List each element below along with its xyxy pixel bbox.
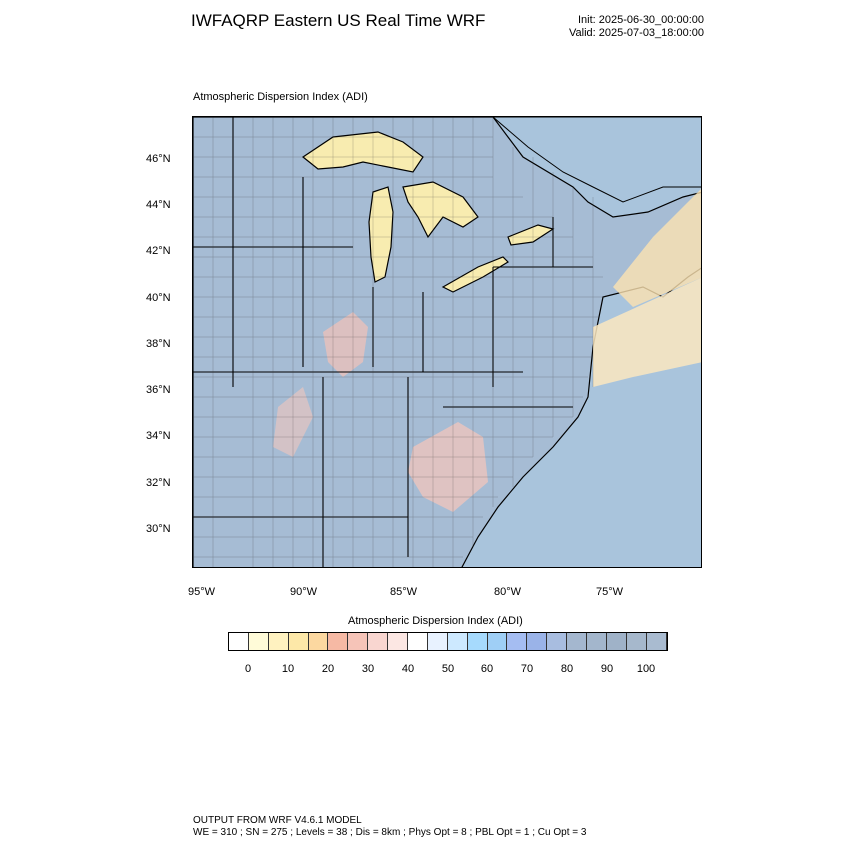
colorbar-label-10: 10 [281,663,295,675]
colorbar-cell [408,633,428,650]
colorbar-title: Atmospheric Dispersion Index (ADI) [348,615,523,627]
colorbar-cell [427,633,448,650]
colorbar-cell [368,633,389,650]
lat-tick-46: 46°N [146,153,171,165]
lat-tick-30: 30°N [146,523,171,535]
lon-tick-95: 95°W [188,586,216,598]
lat-tick-42: 42°N [146,245,171,257]
colorbar-cell [567,633,588,650]
colorbar-label-60: 60 [480,663,494,675]
ocean-low-adi-2 [613,189,701,307]
ocean-low-adi [593,277,701,387]
low-adi-southeast [408,422,488,512]
colorbar-cell [646,633,667,650]
valid-time: Valid: 2025-07-03_18:00:00 [569,27,704,39]
lat-tick-34: 34°N [146,430,171,442]
colorbar-cell [288,633,309,650]
colorbar-cell [348,633,369,650]
lon-tick-75: 75°W [596,586,624,598]
colorbar-cell [447,633,468,650]
adi-map-svg [193,117,701,567]
lon-tick-80: 80°W [494,586,522,598]
colorbar-label-70: 70 [520,663,534,675]
plot-label: Atmospheric Dispersion Index (ADI) [193,91,368,103]
colorbar-cell [487,633,508,650]
footer-config: WE = 310 ; SN = 275 ; Levels = 38 ; Dis … [193,827,587,838]
county-borders [193,117,603,567]
colorbar-label-80: 80 [560,663,574,675]
colorbar-cell [587,633,607,650]
colorbar-label-100: 100 [636,663,656,675]
lat-tick-36: 36°N [146,384,171,396]
page-title: IWFAQRP Eastern US Real Time WRF [191,11,486,30]
canada-area [492,117,701,203]
colorbar-cell [626,633,647,650]
lat-tick-38: 38°N [146,338,171,350]
colorbar-label-90: 90 [600,663,614,675]
init-time: Init: 2025-06-30_00:00:00 [578,14,704,26]
colorbar-cell [467,633,488,650]
low-adi-indiana [323,312,368,377]
colorbar-cell [547,633,568,650]
colorbar-cell [268,633,289,650]
footer-model: OUTPUT FROM WRF V4.6.1 MODEL [193,815,362,826]
colorbar-cell [248,633,269,650]
lon-tick-90: 90°W [290,586,318,598]
lon-tick-85: 85°W [390,586,418,598]
lat-tick-40: 40°N [146,292,171,304]
colorbar-label-50: 50 [441,663,455,675]
colorbar-label-30: 30 [361,663,375,675]
colorbar-cell [388,633,409,650]
colorbar [228,632,668,651]
lat-tick-32: 32°N [146,477,171,489]
colorbar-cell [507,633,528,650]
colorbar-cell [328,633,349,650]
colorbar-cell [308,633,329,650]
colorbar-cell [229,633,249,650]
colorbar-label-40: 40 [401,663,415,675]
colorbar-label-0: 0 [244,663,252,675]
colorbar-cell [527,633,548,650]
adi-map [192,116,702,568]
colorbar-cell [606,633,627,650]
colorbar-label-20: 20 [321,663,335,675]
lat-tick-44: 44°N [146,199,171,211]
